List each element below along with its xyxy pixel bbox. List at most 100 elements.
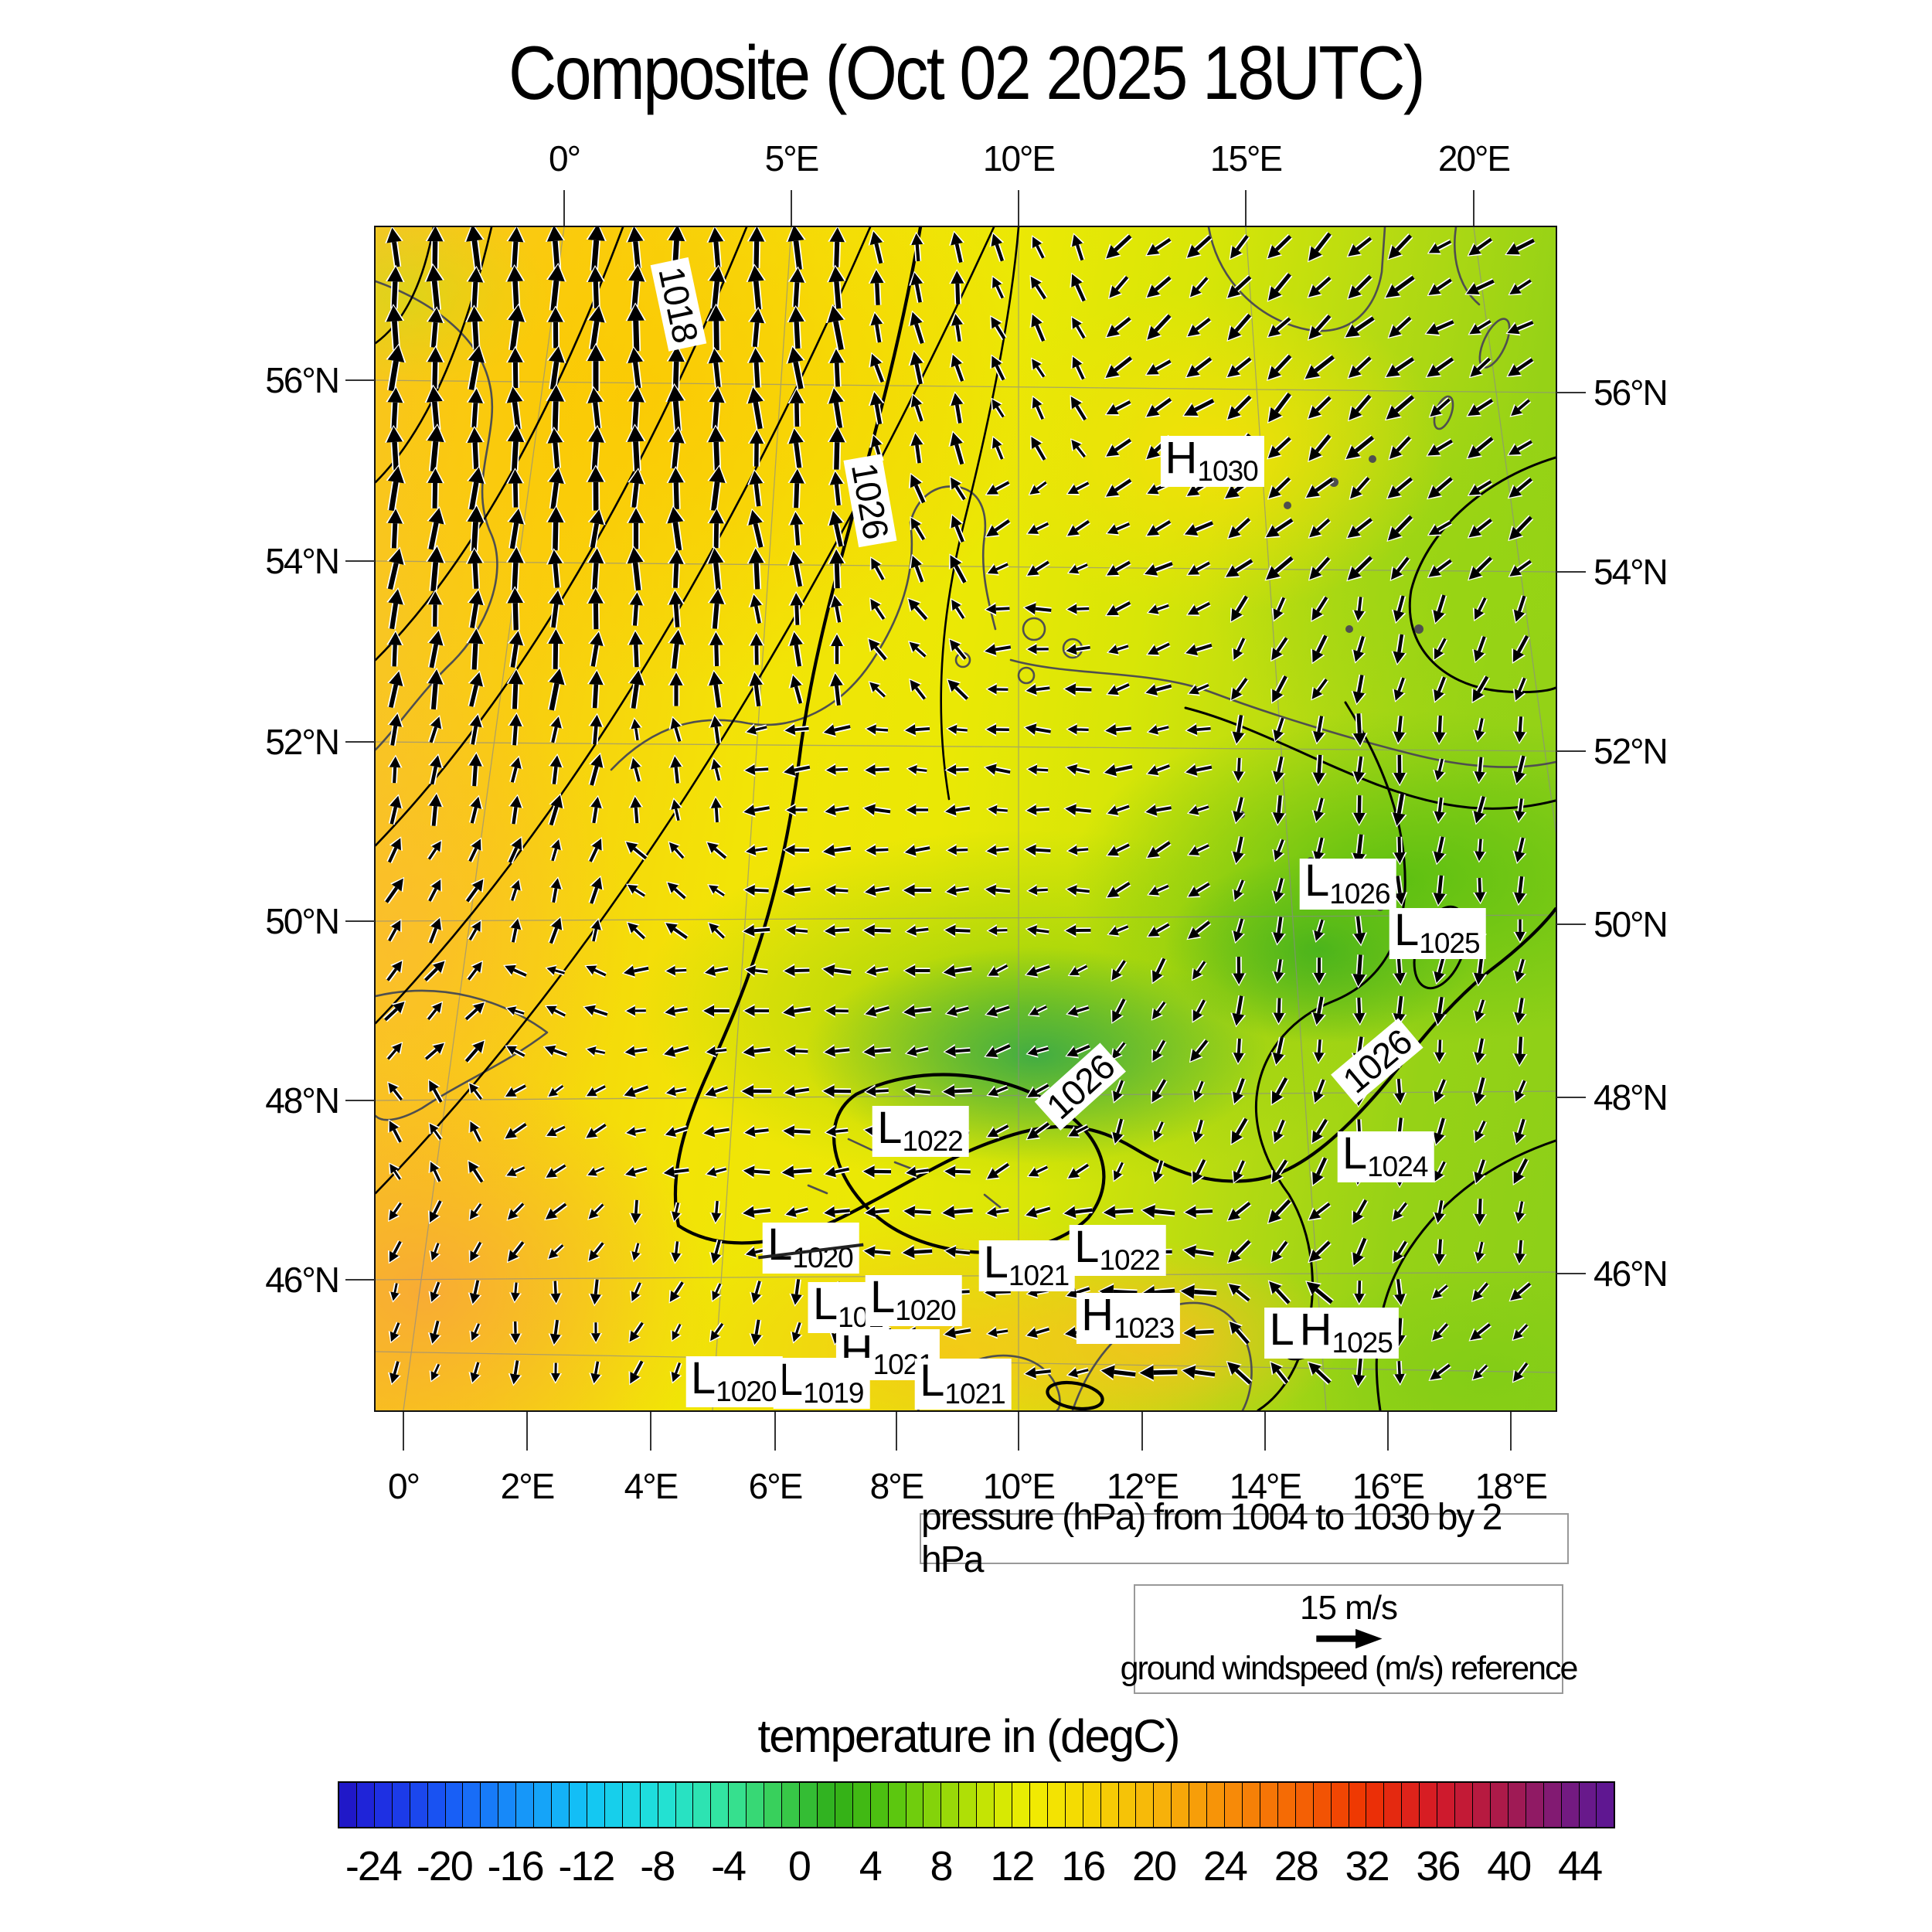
pressure-letter: H	[1165, 433, 1198, 484]
right-tick	[1556, 1097, 1586, 1098]
wind-arrow	[667, 548, 685, 588]
colorbar-cell	[1349, 1783, 1367, 1827]
colorbar-cell	[604, 1783, 623, 1827]
wind-arrow	[907, 641, 927, 658]
wind-arrow	[787, 427, 805, 468]
wind-arrow	[628, 756, 643, 783]
wind-arrow	[864, 964, 889, 978]
pressure-value: 1019	[803, 1376, 864, 1409]
wind-arrow	[1349, 475, 1371, 501]
wind-arrow	[1351, 674, 1367, 706]
wind-arrow	[668, 671, 685, 706]
wind-arrow	[823, 803, 849, 818]
wind-arrow	[625, 423, 646, 471]
wind-arrow	[465, 304, 485, 349]
wind-arrow	[1311, 716, 1326, 745]
wind-arrow	[747, 546, 766, 590]
wind-arrow	[1424, 318, 1455, 336]
wind-arrow	[1508, 559, 1532, 578]
pressure-value: 1021	[1008, 1260, 1070, 1292]
wind-arrow	[901, 883, 931, 898]
wind-arrow	[627, 629, 645, 668]
wind-arrow	[546, 628, 566, 669]
wind-arrow	[1146, 723, 1170, 736]
colorbar-tick-label: 16	[1061, 1843, 1106, 1889]
wind-arrow	[468, 919, 482, 941]
wind-reference-box: 15 m/s ground windspeed (m/s) reference	[1121, 1584, 1578, 1694]
wind-reference-speed: 15 m/s	[1299, 1589, 1398, 1627]
wind-arrow	[1311, 634, 1329, 665]
wind-arrow	[748, 631, 765, 665]
wind-arrow	[985, 723, 1009, 736]
temperature-colorbar	[338, 1781, 1615, 1828]
wind-arrow	[664, 964, 687, 978]
wind-arrow	[906, 763, 927, 776]
wind-arrow	[1230, 835, 1246, 866]
wind-arrow	[427, 916, 444, 944]
wind-arrow	[466, 465, 486, 511]
wind-arrow	[546, 262, 567, 311]
wind-arrow	[1030, 357, 1046, 379]
top-tick-label: 10°E	[982, 138, 1056, 179]
colorbar-cell	[410, 1783, 428, 1827]
wind-arrow	[1145, 396, 1173, 418]
wind-arrow	[466, 344, 487, 391]
colorbar-cell	[569, 1783, 587, 1827]
wind-arrow	[1386, 476, 1414, 500]
coastline-layer	[376, 227, 1556, 1410]
wind-arrow	[1427, 475, 1454, 500]
colorbar-cell	[1508, 1783, 1526, 1827]
wind-arrow	[986, 803, 1009, 817]
wind-arrow	[586, 265, 605, 308]
wind-arrow	[949, 513, 966, 543]
wind-arrow	[706, 669, 725, 708]
wind-arrow	[1308, 517, 1332, 539]
wind-arrow	[427, 753, 444, 785]
wind-arrow	[468, 670, 485, 708]
wind-arrow	[584, 964, 607, 978]
wind-arrow	[1226, 355, 1253, 379]
wind-arrow	[386, 386, 405, 429]
wind-arrow	[505, 423, 526, 471]
colorbar-cell	[1313, 1783, 1332, 1827]
colorbar-tick-label: -16	[487, 1843, 545, 1889]
wind-arrow	[1431, 835, 1447, 866]
colorbar-cell	[552, 1783, 570, 1827]
wind-arrow	[828, 632, 845, 665]
colorbar-cell	[1136, 1783, 1155, 1827]
bottom-tick	[774, 1412, 776, 1451]
wind-arrow	[747, 306, 767, 348]
wind-arrow	[986, 923, 1008, 937]
wind-arrow	[985, 561, 1009, 576]
wind-arrow	[1023, 842, 1051, 858]
wind-arrow	[1352, 597, 1366, 623]
wind-arrow	[1187, 682, 1210, 696]
wind-arrow	[1432, 715, 1447, 746]
wind-arrow	[668, 841, 685, 860]
wind-arrow	[588, 630, 605, 668]
wind-arrow	[706, 424, 726, 471]
colorbar-cell	[729, 1783, 747, 1827]
wind-arrow	[383, 876, 405, 904]
wind-arrow	[787, 510, 805, 546]
wind-arrow	[1226, 274, 1253, 300]
wind-arrow	[467, 837, 483, 863]
wind-arrow	[1144, 682, 1172, 698]
wind-arrow	[468, 713, 484, 746]
wind-arrow	[747, 227, 767, 269]
wind-arrow	[548, 793, 565, 826]
colorbar-tick-labels: -24 -20 -16 -12 -8 -4 0 4 8 12 16 20 24 28 32 36 40 44	[338, 1842, 1615, 1889]
wind-arrow	[1467, 517, 1493, 539]
pressure-letter: L	[983, 1237, 1009, 1288]
pressure-label-L-1020: L1020	[685, 1356, 783, 1408]
wind-arrow	[1307, 275, 1332, 298]
wind-arrow	[546, 505, 566, 551]
wind-arrow	[1387, 315, 1413, 339]
wind-arrow	[628, 794, 644, 824]
pressure-label-L-1020: L1020	[866, 1274, 962, 1326]
wind-arrow	[1507, 476, 1534, 499]
colorbar-cell	[1331, 1783, 1349, 1827]
wind-arrow	[1145, 763, 1171, 777]
wind-arrow	[1105, 560, 1131, 577]
top-tick	[563, 190, 565, 226]
